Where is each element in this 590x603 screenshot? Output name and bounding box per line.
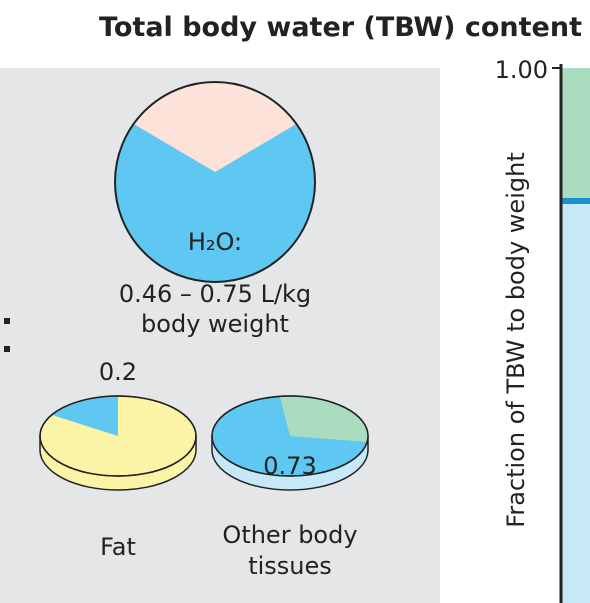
bar-bottom [561, 200, 590, 603]
bar-top [561, 68, 590, 200]
other-fraction: 0.73 [263, 452, 316, 480]
axis-label: Fraction of TBW to body weight [502, 152, 530, 527]
diagram: Total body water (TBW) content H₂O: 0.46… [0, 0, 590, 603]
dot [4, 318, 10, 324]
dot [4, 346, 10, 352]
fat-pie [40, 396, 196, 490]
fat-label: Fat [100, 533, 136, 561]
h2o-label: H₂O: [188, 228, 242, 256]
tick-label: 1.00 [495, 56, 548, 84]
other-label: Other body [222, 521, 357, 549]
page: {"header": {"title": "Total body water (… [0, 0, 590, 603]
other-label: tissues [248, 552, 332, 580]
unit-label: body weight [141, 310, 289, 338]
fat-fraction: 0.2 [99, 358, 137, 386]
title: Total body water (TBW) content [99, 12, 582, 43]
range-label: 0.46 – 0.75 L/kg [119, 280, 311, 308]
bar-divider [561, 198, 590, 204]
